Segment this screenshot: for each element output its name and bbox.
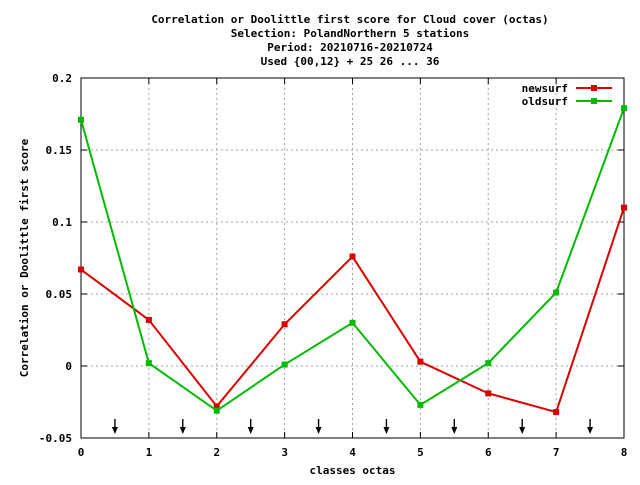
arrow-head bbox=[111, 427, 118, 434]
legend-label: newsurf bbox=[522, 82, 568, 95]
x-tick-label: 7 bbox=[553, 446, 560, 459]
series-oldsurf bbox=[78, 105, 627, 414]
down-arrow-icon bbox=[451, 419, 458, 434]
x-tick-label: 0 bbox=[78, 446, 85, 459]
data-point bbox=[621, 204, 627, 211]
title-line: Correlation or Doolittle first score for… bbox=[151, 13, 548, 26]
down-arrow-icon bbox=[179, 419, 186, 434]
arrow-head bbox=[179, 427, 186, 434]
data-point bbox=[417, 401, 424, 408]
x-tick-label: 2 bbox=[213, 446, 220, 459]
arrow-head bbox=[451, 427, 458, 434]
down-arrow-icon bbox=[111, 419, 118, 434]
x-tick-label: 1 bbox=[146, 446, 153, 459]
legend-swatch-marker bbox=[591, 98, 597, 104]
arrow-head bbox=[247, 427, 254, 434]
x-tick-label: 4 bbox=[349, 446, 356, 459]
y-tick-label: -0.05 bbox=[39, 432, 72, 445]
x-tick-label: 6 bbox=[485, 446, 492, 459]
data-point bbox=[621, 105, 627, 112]
series-lines bbox=[78, 105, 627, 416]
series-newsurf bbox=[78, 204, 627, 416]
y-tick-label: 0.05 bbox=[46, 288, 73, 301]
data-point bbox=[417, 358, 424, 365]
grid-lines bbox=[81, 78, 624, 438]
arrow-markers bbox=[111, 419, 594, 434]
x-axis-label: classes octas bbox=[309, 464, 395, 477]
y-tick-label: 0 bbox=[65, 360, 72, 373]
data-point bbox=[553, 289, 560, 296]
data-point bbox=[145, 360, 152, 367]
data-point bbox=[145, 316, 152, 323]
data-point bbox=[78, 116, 84, 123]
arrow-head bbox=[587, 427, 594, 434]
arrow-head bbox=[519, 427, 526, 434]
data-point bbox=[349, 319, 356, 326]
down-arrow-icon bbox=[315, 419, 322, 434]
down-arrow-icon bbox=[519, 419, 526, 434]
data-point bbox=[213, 403, 220, 410]
legend-label: oldsurf bbox=[522, 95, 568, 108]
y-tick-label: 0.15 bbox=[46, 144, 73, 157]
y-tick-label: 0.1 bbox=[52, 216, 72, 229]
arrow-head bbox=[315, 427, 322, 434]
x-tick-label: 8 bbox=[621, 446, 628, 459]
data-point bbox=[213, 407, 220, 414]
arrow-head bbox=[383, 427, 390, 434]
down-arrow-icon bbox=[247, 419, 254, 434]
title-line: Used {00,12} + 25 26 ... 36 bbox=[261, 55, 440, 68]
data-point bbox=[281, 321, 288, 328]
data-point bbox=[78, 266, 84, 273]
x-tick-label: 3 bbox=[281, 446, 288, 459]
data-point bbox=[485, 390, 492, 397]
data-point bbox=[281, 361, 288, 368]
data-point bbox=[485, 360, 492, 367]
legend-swatch-marker bbox=[591, 85, 597, 91]
data-point bbox=[349, 253, 356, 260]
down-arrow-icon bbox=[383, 419, 390, 434]
y-tick-label: 0.2 bbox=[52, 72, 72, 85]
title-line: Selection: PolandNorthern 5 stations bbox=[231, 27, 469, 40]
x-tick-label: 5 bbox=[417, 446, 424, 459]
y-axis-label: Correlation or Doolittle first score bbox=[18, 138, 31, 377]
down-arrow-icon bbox=[587, 419, 594, 434]
axis-ticks: 0 1 2 3 4 5 6 7 8 -0.05 0 0.05 0.1 0.15 0.2 bbox=[39, 72, 627, 459]
chart-title: Correlation or Doolittle first score for… bbox=[151, 13, 548, 68]
title-line: Period: 20210716-20210724 bbox=[267, 41, 433, 54]
data-point bbox=[553, 409, 560, 416]
